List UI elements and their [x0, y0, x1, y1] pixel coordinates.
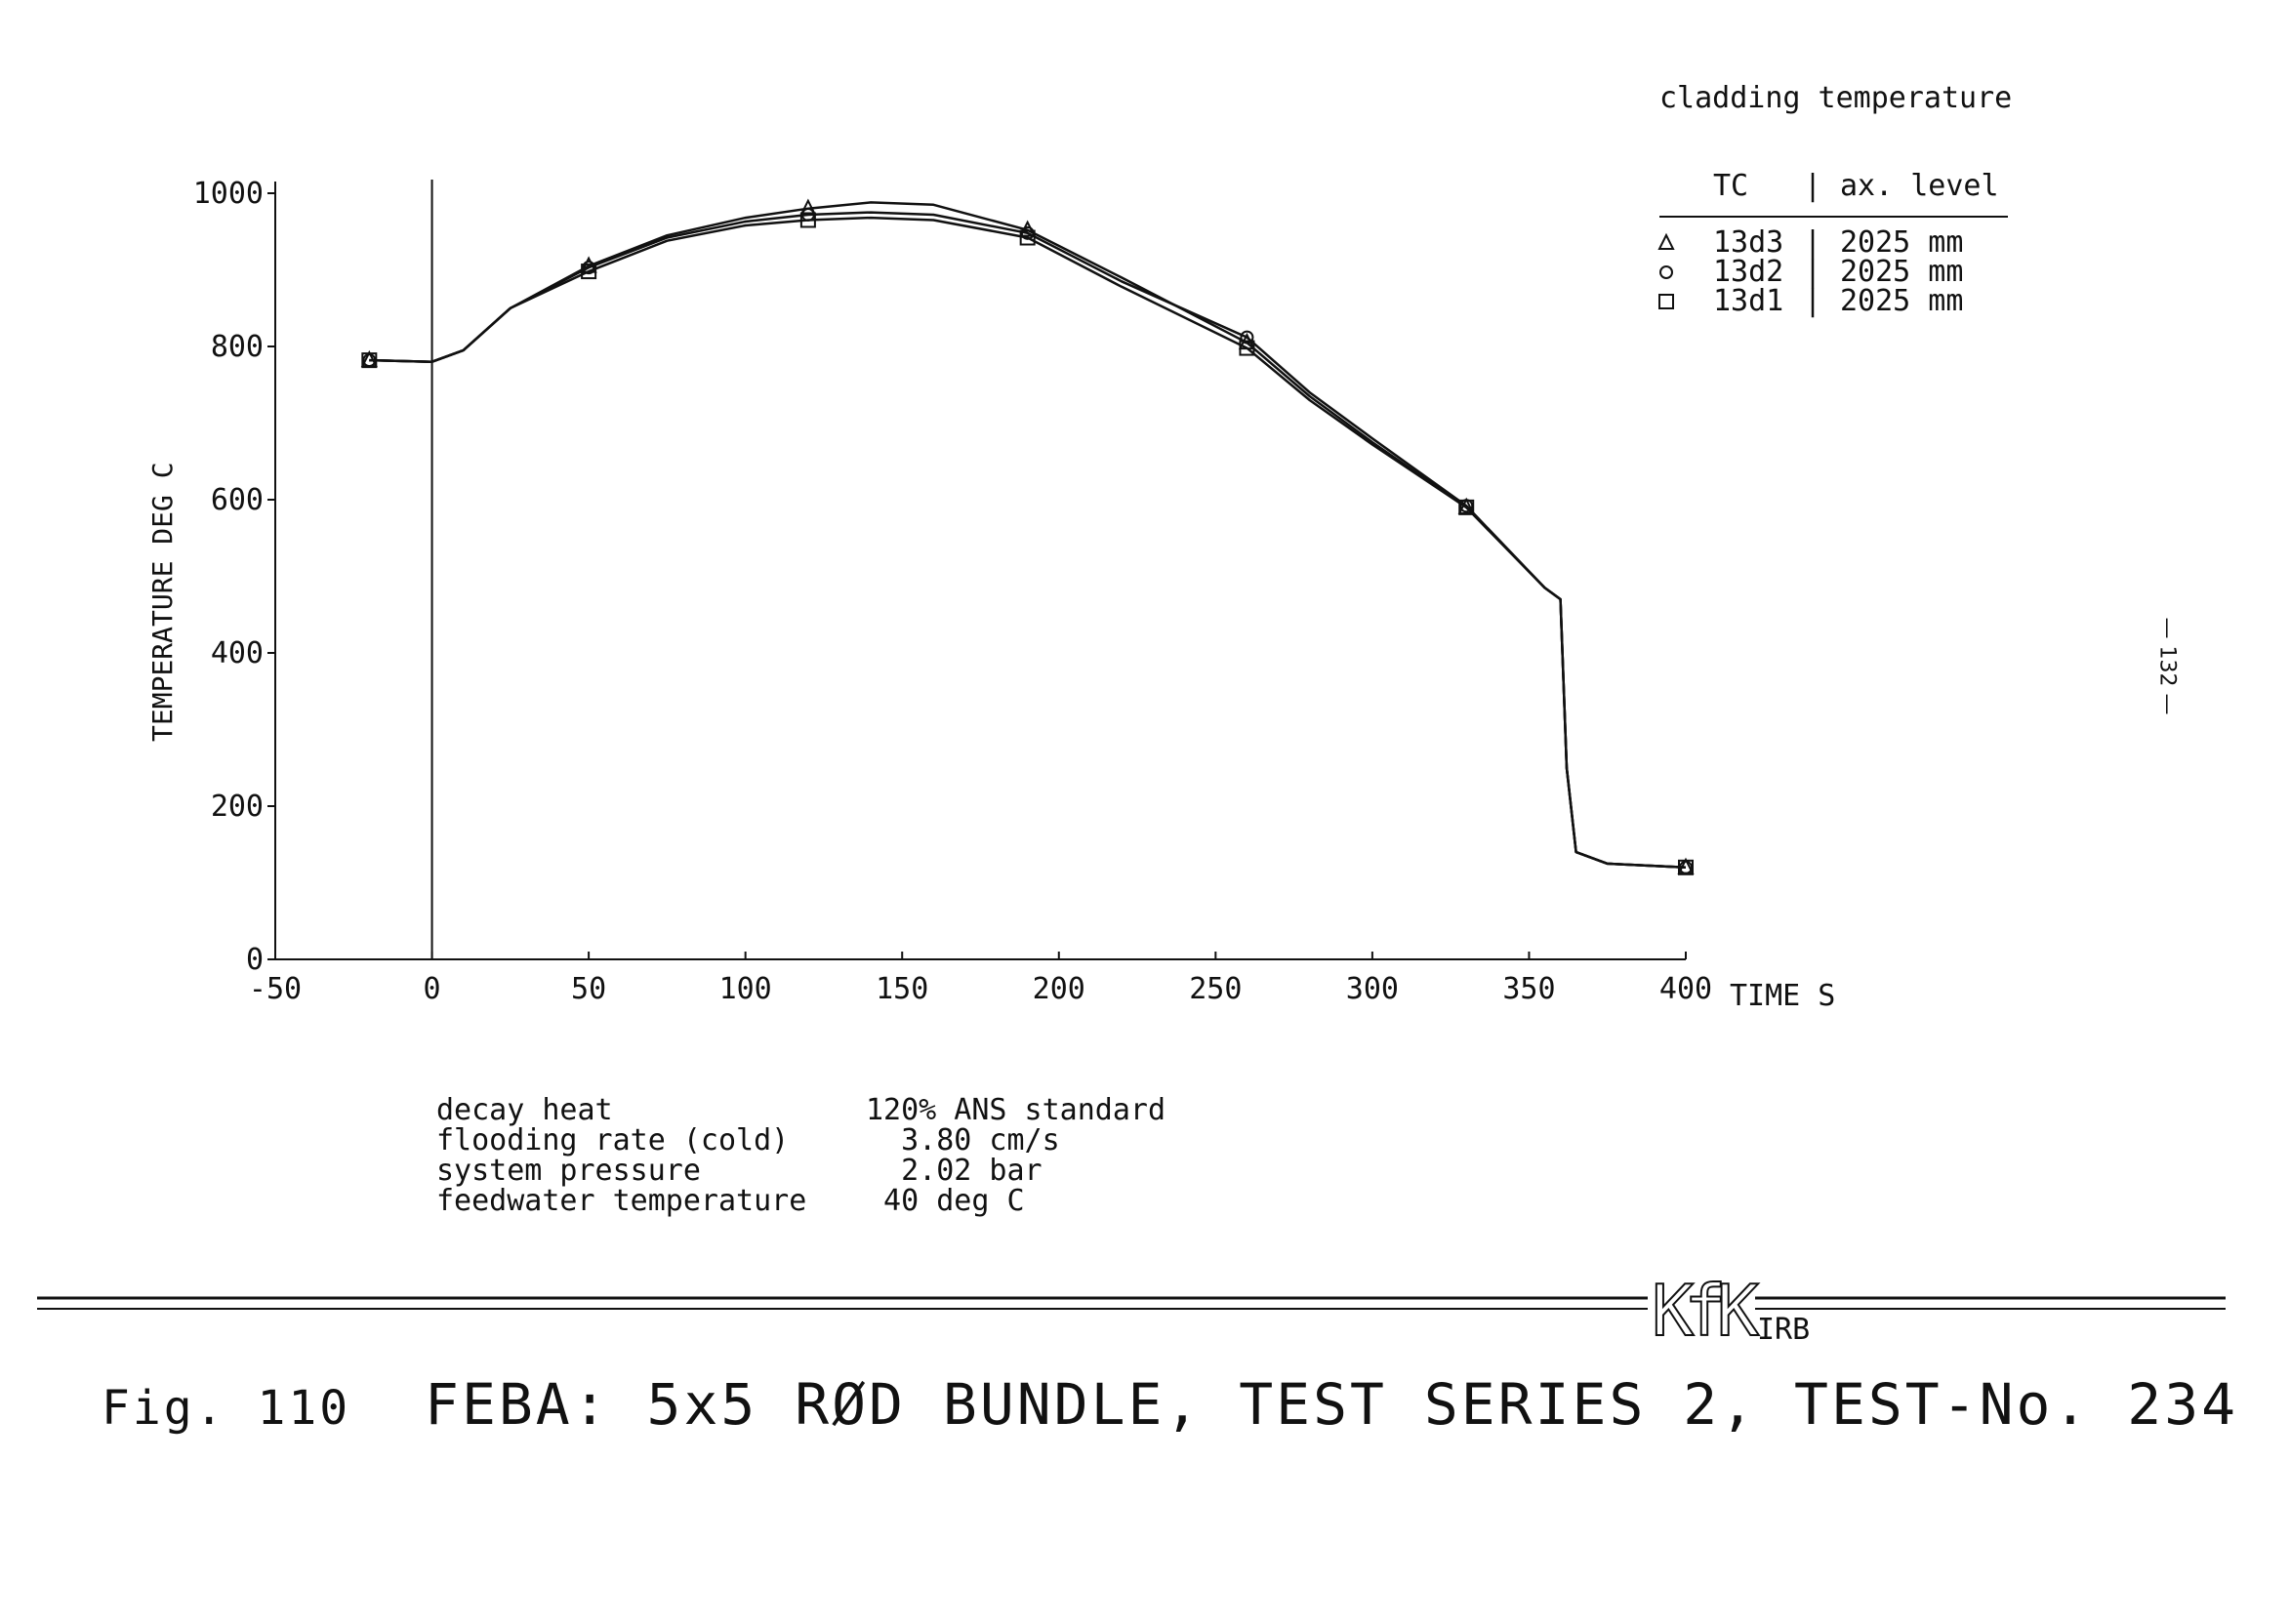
logo-sub: IRB	[1757, 1313, 1810, 1347]
x-tick-label: 50	[571, 972, 606, 1006]
series-line-13d3	[369, 201, 1687, 870]
x-tick-label: -50	[249, 972, 302, 1006]
y-tick-label: 600	[211, 483, 264, 517]
x-axis-label: TIME S	[1730, 979, 1835, 1013]
marker-13d1	[799, 212, 816, 228]
y-axis-label: TEMPERATURE DEG C	[146, 462, 179, 742]
legend-header-separator: |	[1804, 169, 1821, 203]
y-tick-label: 200	[211, 790, 264, 824]
series-line-13d1	[369, 216, 1687, 870]
kfk-logo: KfK IRB	[1648, 1269, 1810, 1353]
y-tick-label: 0	[246, 943, 264, 977]
parameter-label: system pressure	[436, 1154, 701, 1188]
legend-level-label: 2025 mm	[1840, 225, 1963, 260]
page-number: — 132 —	[2154, 617, 2180, 715]
x-tick-label: 300	[1346, 972, 1399, 1006]
legend-separator: |	[1804, 284, 1821, 318]
marker-13d1	[1678, 859, 1694, 875]
legend-level-label: 2025 mm	[1840, 255, 1963, 289]
marker-13d1	[1019, 229, 1036, 246]
chart-axes: -50 0 50 100 150 200 250 300 350 4000200400600800…	[193, 177, 1712, 1006]
series-line-13d2	[369, 211, 1687, 870]
x-tick-label: 150	[876, 972, 928, 1006]
parameter-row: decay heat 120% ANS standard	[436, 1095, 1165, 1125]
legend-tc-label: 13d1	[1713, 284, 1783, 318]
figure-caption: Fig. 110 FEBA: 5x5 RØD BUNDLE, TEST SERI…	[102, 1371, 2238, 1438]
parameter-label: feedwater temperature	[436, 1184, 807, 1218]
legend-rows: 13d3 | 2025 mm 13d2 | 2025 mm 13d1 | 2025 mm	[1657, 225, 1963, 318]
legend-tc-label: 13d3	[1713, 225, 1783, 260]
legend-tc-label: 13d2	[1713, 255, 1783, 289]
marker-13d3	[799, 198, 817, 216]
x-tick-label: 350	[1502, 972, 1555, 1006]
parameter-row: system pressure 2.02 bar	[436, 1156, 1165, 1186]
parameter-value: 2.02 bar	[866, 1154, 1043, 1188]
series-layer	[369, 201, 1687, 870]
parameter-label: decay heat	[436, 1093, 613, 1127]
parameter-row: feedwater temperature 40 deg C	[436, 1186, 1165, 1216]
parameter-value: 3.80 cm/s	[866, 1123, 1060, 1157]
logo-mark: KfK	[1652, 1270, 1760, 1352]
legend-marker-13d2	[1659, 265, 1673, 279]
marker-13d1	[361, 352, 378, 369]
x-tick-label: 400	[1659, 972, 1712, 1006]
legend-header-level: ax. level	[1840, 169, 1999, 203]
markers-layer	[360, 198, 1695, 875]
x-tick-label: 0	[424, 972, 441, 1006]
figure-number: Fig. 110	[102, 1381, 351, 1436]
parameter-value: 40 deg C	[866, 1184, 1025, 1218]
figure-title: FEBA: 5x5 RØD BUNDLE, TEST SERIES 2, TES…	[425, 1371, 2239, 1438]
legend-separator: |	[1804, 255, 1821, 289]
marker-13d1	[581, 264, 597, 280]
legend-marker-13d3	[1657, 232, 1675, 250]
parameter-value: 120% ANS standard	[866, 1093, 1166, 1127]
x-tick-label: 250	[1189, 972, 1242, 1006]
y-tick-label: 400	[211, 636, 264, 670]
y-tick-label: 800	[211, 330, 264, 364]
legend-level-label: 2025 mm	[1840, 284, 1963, 318]
x-tick-label: 200	[1033, 972, 1085, 1006]
chart-title: cladding temperature	[1659, 81, 2012, 115]
legend-separator: |	[1804, 225, 1821, 260]
legend-marker-13d1	[1658, 294, 1674, 309]
test-parameters: decay heat 120% ANS standard flooding ra…	[436, 1095, 1165, 1216]
y-tick-label: 1000	[193, 177, 264, 211]
parameter-label: flooding rate (cold)	[436, 1123, 790, 1157]
marker-13d1	[1239, 340, 1255, 356]
legend-header-tc: TC	[1713, 169, 1748, 203]
marker-13d2	[1240, 330, 1254, 345]
marker-13d1	[1458, 499, 1475, 515]
x-tick-label: 100	[719, 972, 772, 1006]
parameter-row: flooding rate (cold) 3.80 cm/s	[436, 1125, 1165, 1156]
